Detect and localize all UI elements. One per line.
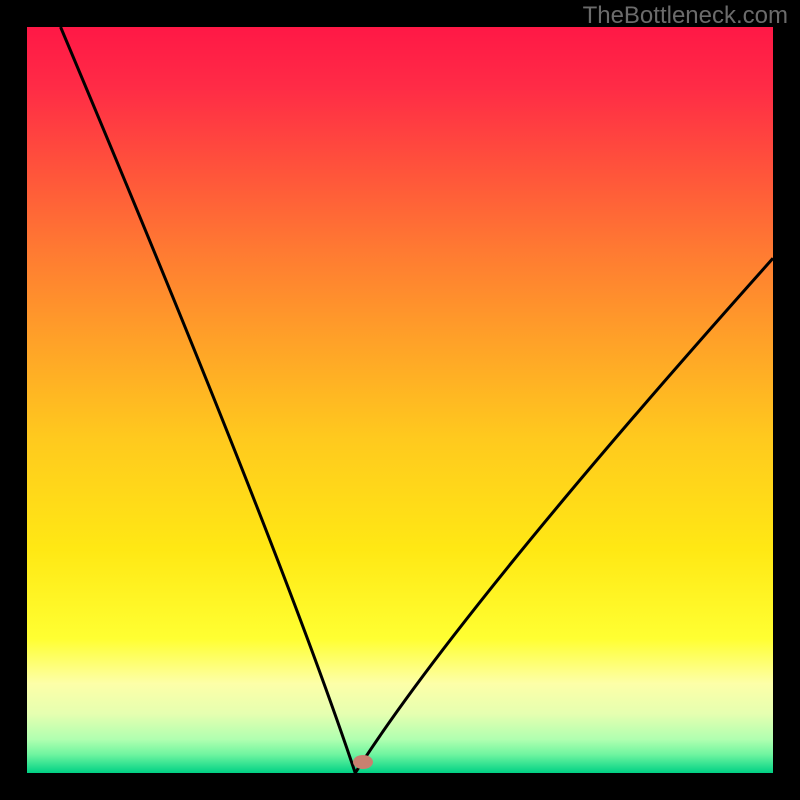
chart-container: TheBottleneck.com <box>0 0 800 800</box>
plot-area <box>27 27 773 773</box>
bottleneck-curve <box>27 27 773 773</box>
watermark-text: TheBottleneck.com <box>583 2 788 30</box>
optimal-point-marker <box>353 755 373 769</box>
